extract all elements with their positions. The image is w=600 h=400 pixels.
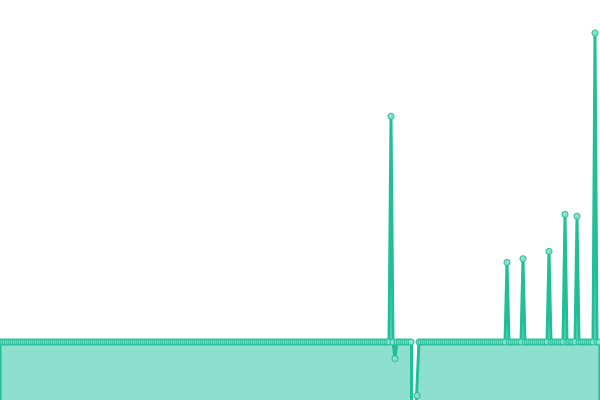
data-point <box>519 255 527 263</box>
data-point <box>407 338 415 346</box>
area-fill-segment-0 <box>0 116 412 400</box>
data-point <box>391 355 399 363</box>
point-layer <box>0 29 600 400</box>
data-point <box>573 212 581 220</box>
data-point <box>545 247 553 255</box>
data-point <box>413 392 421 400</box>
data-point <box>561 210 569 218</box>
data-point <box>591 29 599 37</box>
data-point <box>387 112 395 120</box>
data-point <box>503 258 511 266</box>
data-point <box>595 338 600 346</box>
